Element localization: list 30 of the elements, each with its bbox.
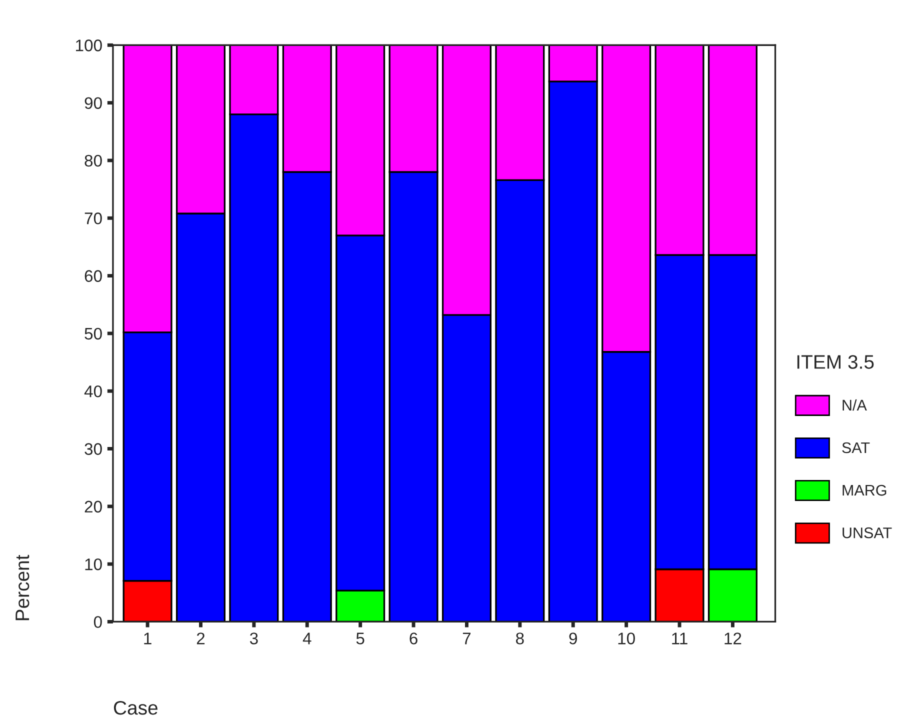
legend-label: N/A — [842, 399, 867, 411]
legend-title: ITEM 3.5 — [797, 355, 874, 369]
legend-label: SAT — [842, 442, 870, 454]
x-tick-label: 6 — [410, 632, 418, 644]
y-tick-label: 40 — [84, 385, 102, 398]
y-tick-label: 30 — [84, 443, 102, 455]
legend-label: MARG — [842, 484, 886, 496]
y-tick-label: 90 — [84, 97, 102, 109]
x-tick-label: 5 — [356, 632, 364, 644]
x-tick-label: 11 — [672, 632, 688, 644]
y-tick-label: 80 — [84, 154, 102, 167]
x-axis-title: Case — [114, 700, 158, 715]
x-tick-label: 3 — [250, 632, 258, 644]
y-tick-label: 60 — [84, 270, 102, 282]
x-tick-label: 1 — [144, 632, 152, 644]
x-tick-label: 2 — [196, 632, 205, 644]
y-tick-label: 10 — [85, 558, 102, 570]
y-tick-label: 100 — [76, 40, 102, 52]
y-tick-label: 20 — [84, 500, 102, 513]
x-tick-label: 4 — [302, 632, 312, 644]
legend-label: UNSAT — [842, 527, 892, 538]
x-tick-label: 12 — [724, 632, 742, 644]
x-tick-label: 10 — [618, 632, 635, 644]
x-tick-label: 9 — [569, 632, 577, 644]
y-axis-title: Percent — [16, 554, 30, 620]
x-tick-label: 8 — [516, 632, 524, 644]
y-tick-label: 70 — [84, 212, 102, 224]
y-tick-label: 0 — [94, 616, 102, 628]
x-tick-label: 7 — [462, 632, 471, 644]
y-tick-label: 50 — [84, 328, 102, 340]
